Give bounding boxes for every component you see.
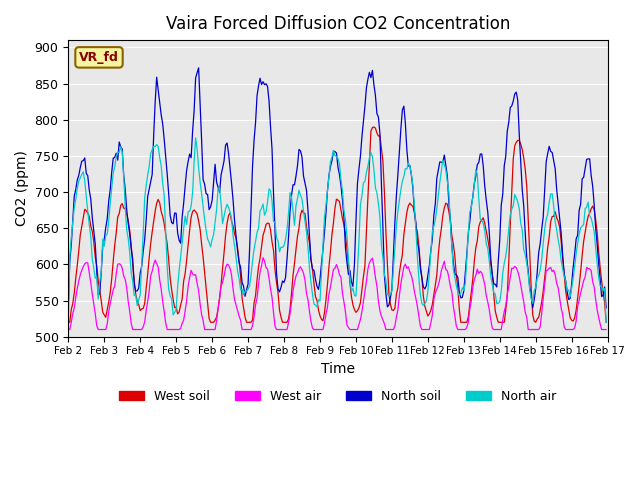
- West air: [131, 326, 138, 332]
- West air: [301, 277, 309, 283]
- North air: [602, 319, 610, 325]
- North air: [574, 240, 582, 246]
- North air: [227, 209, 234, 215]
- West air: [574, 303, 582, 309]
- West soil: [131, 277, 138, 283]
- Line: West soil: West soil: [68, 127, 606, 322]
- Title: Vaira Forced Diffusion CO2 Concentration: Vaira Forced Diffusion CO2 Concentration: [166, 15, 510, 33]
- West air: [243, 326, 250, 332]
- North air: [192, 135, 200, 141]
- West air: [225, 262, 232, 268]
- X-axis label: Time: Time: [321, 362, 355, 376]
- West air: [259, 255, 267, 261]
- West soil: [225, 213, 232, 218]
- North soil: [602, 305, 610, 311]
- North soil: [65, 305, 72, 311]
- West soil: [243, 319, 250, 325]
- North soil: [227, 166, 234, 171]
- North soil: [244, 281, 252, 287]
- North air: [65, 319, 72, 325]
- North air: [253, 229, 261, 235]
- North soil: [574, 232, 582, 238]
- Y-axis label: CO2 (ppm): CO2 (ppm): [15, 151, 29, 227]
- West air: [602, 326, 610, 332]
- North soil: [195, 65, 202, 71]
- West soil: [300, 210, 307, 216]
- North air: [301, 218, 309, 224]
- North air: [244, 286, 252, 292]
- West air: [65, 326, 72, 332]
- North air: [131, 293, 138, 299]
- North soil: [131, 281, 138, 287]
- West soil: [574, 295, 582, 301]
- North soil: [253, 93, 261, 98]
- West soil: [370, 124, 378, 130]
- Line: North soil: North soil: [68, 68, 606, 308]
- West soil: [65, 319, 72, 325]
- Text: VR_fd: VR_fd: [79, 51, 119, 64]
- Line: North air: North air: [68, 138, 606, 322]
- North soil: [301, 180, 309, 186]
- West soil: [602, 319, 610, 325]
- Line: West air: West air: [68, 258, 606, 329]
- Legend: West soil, West air, North soil, North air: West soil, West air, North soil, North a…: [115, 384, 561, 408]
- West air: [252, 302, 259, 308]
- West soil: [252, 293, 259, 299]
